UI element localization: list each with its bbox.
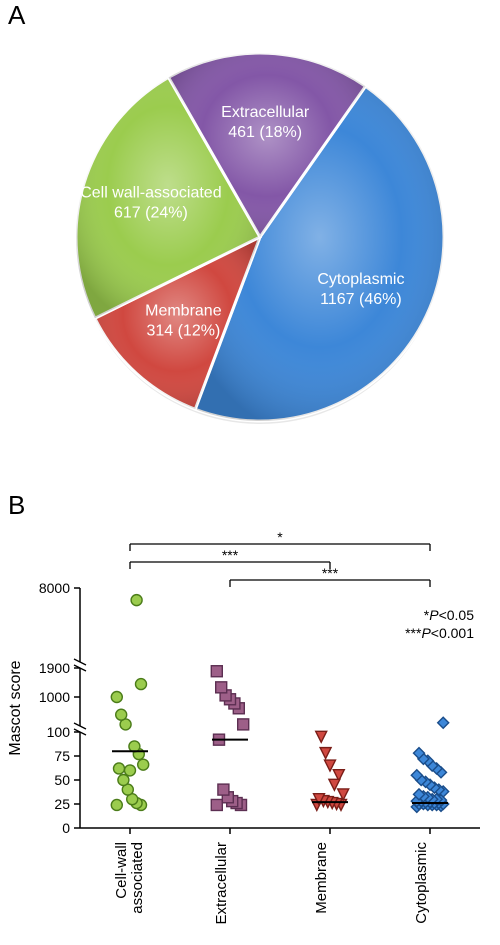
panel-a-label: A	[8, 0, 25, 31]
data-point	[111, 799, 122, 810]
data-point	[438, 717, 449, 728]
svg-text:associated: associated	[129, 842, 146, 914]
scatter-chart: 0 25 50 75 100 1000 1900 8000 Mascot score Cell-w…	[0, 520, 500, 940]
y-tick-label: 100	[47, 724, 71, 740]
figure-page: A Cytoplasmic 1167 (46%) Membrane 314 (12%)…	[0, 0, 500, 939]
pie-slice-label: Extracellular	[221, 104, 310, 121]
svg-text:Cell-wall: Cell-wall	[113, 842, 130, 899]
sig-label: *	[277, 529, 283, 545]
category-label: Extracellular	[213, 842, 230, 925]
y-tick-label: 75	[54, 748, 70, 764]
sig-label: ***	[222, 547, 239, 563]
category-label: Cytoplasmic	[413, 842, 430, 924]
data-point	[125, 765, 136, 776]
pie-slice-value: 314 (12%)	[146, 323, 220, 340]
data-point	[136, 679, 147, 690]
pie-slice-value: 1167 (46%)	[320, 291, 402, 308]
pie-slice-value: 461 (18%)	[228, 124, 302, 141]
data-point	[320, 748, 331, 759]
svg-text:Membrane: Membrane	[313, 842, 330, 914]
pie-slice-label: Cell wall-associated	[80, 185, 221, 202]
pie-slice-value: 617 (24%)	[114, 205, 188, 222]
data-point	[138, 759, 149, 770]
y-tick-label: 1000	[39, 689, 70, 705]
y-tick-label: 8000	[39, 580, 70, 596]
category-label: Membrane	[313, 842, 330, 914]
sig-label: ***	[322, 565, 339, 581]
data-point	[238, 719, 249, 730]
data-point	[111, 692, 122, 703]
data-point	[211, 666, 222, 677]
y-tick-label: 1900	[39, 660, 70, 676]
data-point	[316, 731, 327, 742]
y-tick-label: 25	[54, 796, 70, 812]
pie-slice-label: Cytoplasmic	[317, 271, 404, 288]
svg-text:Cytoplasmic: Cytoplasmic	[413, 842, 430, 924]
y-tick-label: 0	[62, 820, 70, 836]
data-point	[218, 784, 229, 795]
svg-text:Extracellular: Extracellular	[213, 842, 230, 925]
data-point	[131, 595, 142, 606]
pie-slice-label: Membrane	[145, 303, 222, 320]
data-point	[211, 799, 222, 810]
category-label: Cell-wallassociated	[113, 842, 146, 914]
panel-b-label: B	[8, 490, 25, 521]
data-point	[116, 709, 127, 720]
y-tick-label: 50	[54, 772, 70, 788]
data-point	[216, 682, 227, 693]
pie-chart: Cytoplasmic 1167 (46%) Membrane 314 (12%) Ce…	[50, 25, 470, 445]
y-axis-label: Mascot score	[7, 660, 24, 755]
data-point	[114, 763, 125, 774]
sig-legend: *P<0.05***P<0.001	[405, 607, 474, 641]
data-point	[118, 775, 129, 786]
